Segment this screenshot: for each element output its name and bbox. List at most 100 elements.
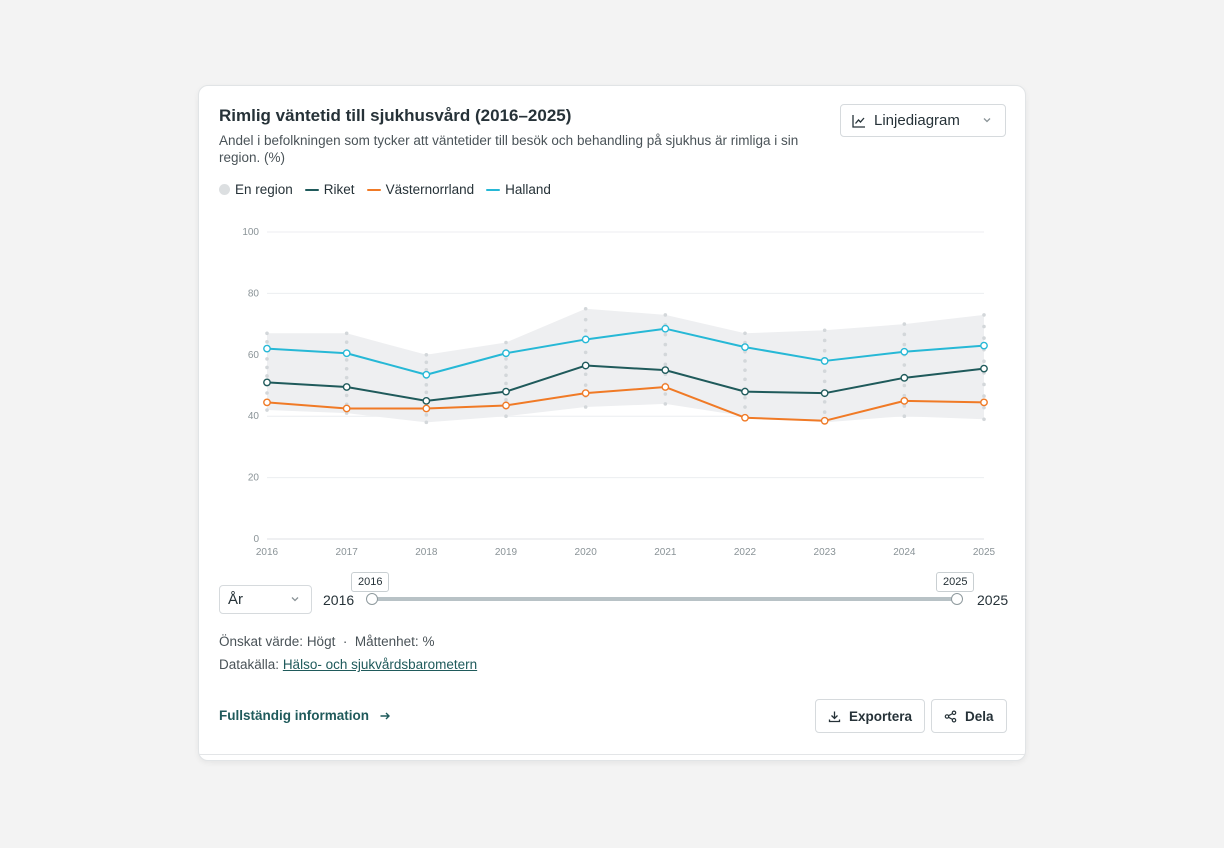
region-point xyxy=(265,365,269,370)
series-line-västernorrland xyxy=(266,386,985,422)
region-point xyxy=(265,408,269,412)
region-point xyxy=(424,413,429,417)
data-point-västernorrland xyxy=(502,401,510,410)
legend-label: En region xyxy=(235,182,293,197)
legend-marker xyxy=(486,188,501,191)
data-point-riket xyxy=(820,389,829,398)
chart-type-select[interactable]: Linjediagram xyxy=(840,104,1006,137)
series-line-halland xyxy=(266,327,985,376)
legend-marker xyxy=(219,184,230,195)
data-point-riket xyxy=(980,364,988,373)
data-point-riket xyxy=(581,361,590,370)
region-point xyxy=(902,414,907,418)
region-point xyxy=(424,390,429,395)
data-point-halland xyxy=(661,324,670,333)
chevron-down-icon xyxy=(981,114,993,126)
region-band xyxy=(267,308,984,423)
chart-legend: En region Riket Västernorrland Halland xyxy=(219,182,563,197)
region-point xyxy=(504,340,508,345)
region-point xyxy=(344,331,349,336)
data-point-västernorrland xyxy=(820,416,829,425)
legend-item-halland[interactable]: Halland xyxy=(486,182,551,197)
region-point xyxy=(265,331,269,336)
card-divider xyxy=(199,754,1025,755)
desired-label: Önskat värde: xyxy=(219,634,304,649)
region-point xyxy=(822,328,827,333)
region-point xyxy=(663,402,668,406)
data-point-västernorrland xyxy=(422,404,431,413)
range-slider-track[interactable] xyxy=(372,597,957,601)
chevron-down-icon xyxy=(289,593,301,605)
legend-item-en-region[interactable]: En region xyxy=(219,182,293,197)
region-point xyxy=(424,353,429,357)
chart-card: Rimlig väntetid till sjukhusvård (2016–2… xyxy=(198,85,1026,761)
region-point xyxy=(504,373,508,378)
legend-item-riket[interactable]: Riket xyxy=(304,182,355,197)
x-tick-label: 2016 xyxy=(256,547,279,558)
region-point xyxy=(424,383,429,387)
data-point-riket xyxy=(661,366,670,375)
region-point xyxy=(663,342,668,347)
region-point xyxy=(982,324,986,329)
region-point xyxy=(902,363,907,367)
x-tick-label: 2019 xyxy=(495,547,518,558)
region-point xyxy=(743,405,747,409)
region-point xyxy=(743,368,747,372)
region-point xyxy=(822,369,827,373)
region-point xyxy=(504,414,508,418)
data-point-halland xyxy=(581,335,590,344)
data-point-riket xyxy=(741,387,749,396)
range-start-tooltip: 2016 xyxy=(351,572,390,592)
range-end-handle[interactable] xyxy=(951,593,963,605)
legend-item-vasternorrland[interactable]: Västernorrland xyxy=(366,182,475,197)
region-point xyxy=(663,332,668,337)
data-point-västernorrland xyxy=(741,413,749,422)
region-point xyxy=(822,338,827,343)
x-tick-label: 2017 xyxy=(336,547,359,558)
range-start-handle[interactable] xyxy=(366,593,378,605)
full-info-link[interactable]: Fullständig information xyxy=(219,708,391,723)
data-point-halland xyxy=(502,349,510,358)
region-point xyxy=(982,382,986,387)
range-min-label: 2016 xyxy=(323,592,355,608)
region-point xyxy=(583,317,588,322)
data-point-halland xyxy=(263,344,271,353)
region-point xyxy=(424,420,429,425)
region-point xyxy=(265,357,269,361)
desired-value: Högt xyxy=(306,634,336,649)
region-point xyxy=(424,368,429,372)
source-link[interactable]: Hälso- och sjukvårdsbarometern xyxy=(282,657,478,672)
region-point xyxy=(424,360,429,365)
data-point-riket xyxy=(263,378,271,387)
export-button[interactable]: Exportera xyxy=(815,699,926,733)
export-label: Exportera xyxy=(849,708,913,724)
y-tick-label: 20 xyxy=(248,473,260,484)
source-label: Datakälla: xyxy=(219,657,280,672)
granularity-label: År xyxy=(228,591,243,608)
region-point xyxy=(583,383,588,387)
x-tick-label: 2023 xyxy=(814,547,837,558)
region-point xyxy=(583,306,588,311)
range-max-label: 2025 xyxy=(977,592,1009,608)
data-point-västernorrland xyxy=(661,383,670,391)
region-point xyxy=(982,336,986,340)
region-point xyxy=(344,375,349,380)
x-tick-label: 2025 xyxy=(973,547,996,558)
download-icon xyxy=(828,710,841,723)
legend-label: Västernorrland xyxy=(385,182,475,197)
chart-subtitle: Andel i befolkningen som tycker att vänt… xyxy=(219,133,799,165)
legend-label: Halland xyxy=(505,182,551,197)
y-tick-label: 60 xyxy=(248,350,260,361)
region-point xyxy=(822,379,827,384)
unit-value: % xyxy=(422,634,435,649)
region-point xyxy=(982,394,986,398)
region-point xyxy=(743,331,747,336)
share-button[interactable]: Dela xyxy=(931,699,1007,733)
x-tick-label: 2022 xyxy=(734,547,757,558)
x-tick-label: 2020 xyxy=(575,547,598,558)
granularity-select[interactable]: År xyxy=(219,585,312,614)
region-point xyxy=(504,398,508,402)
chart-title: Rimlig väntetid till sjukhusvård (2016–2… xyxy=(219,106,572,125)
data-point-halland xyxy=(342,349,351,358)
data-point-halland xyxy=(422,370,431,379)
